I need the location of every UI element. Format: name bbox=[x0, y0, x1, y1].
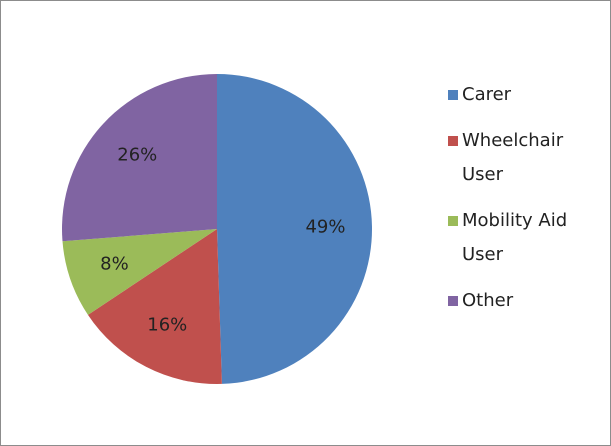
legend-swatch bbox=[448, 136, 458, 146]
legend-label: Wheelchair User bbox=[462, 130, 564, 185]
legend-item: Other bbox=[448, 284, 572, 318]
data-label: 16% bbox=[147, 314, 187, 335]
legend-item: Carer bbox=[448, 78, 572, 112]
legend-swatch bbox=[448, 296, 458, 306]
data-label: 26% bbox=[117, 144, 157, 165]
legend: Carer Wheelchair User Mobility Aid User Oth… bbox=[448, 78, 578, 330]
legend-item: Wheelchair User bbox=[448, 124, 572, 192]
pie-slice bbox=[62, 74, 218, 242]
legend-label: Carer bbox=[462, 84, 512, 105]
legend-item: Mobility Aid User bbox=[448, 204, 572, 272]
pie-slice bbox=[62, 229, 217, 315]
data-label: 49% bbox=[305, 216, 345, 237]
pie-slice bbox=[217, 74, 372, 384]
pie-slice bbox=[87, 229, 222, 384]
data-label: 8% bbox=[100, 253, 129, 274]
legend-swatch bbox=[448, 90, 458, 100]
legend-swatch bbox=[448, 216, 458, 226]
legend-label: Mobility Aid User bbox=[462, 210, 568, 265]
legend-label: Other bbox=[462, 290, 514, 311]
